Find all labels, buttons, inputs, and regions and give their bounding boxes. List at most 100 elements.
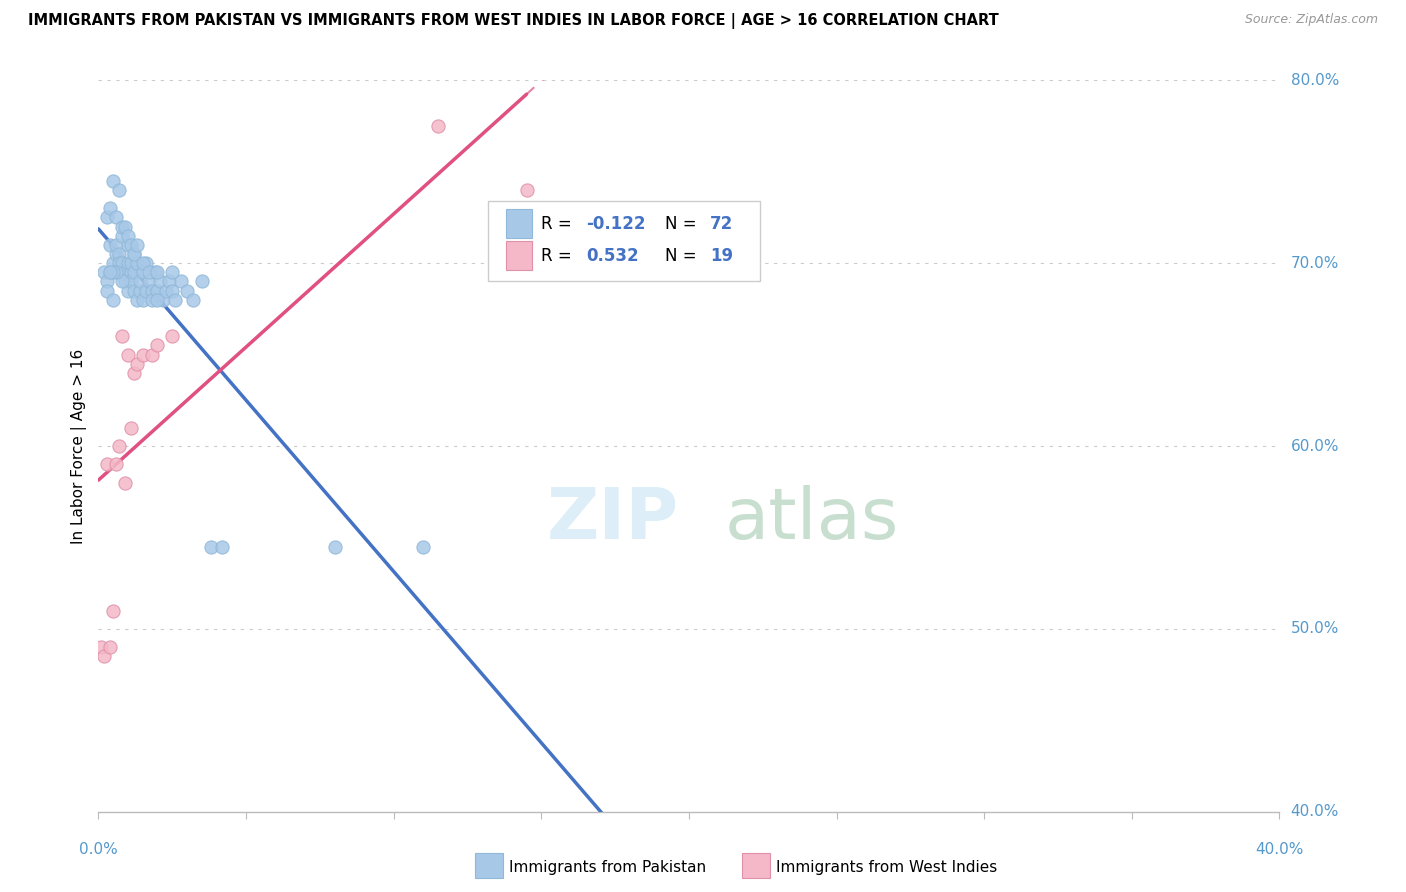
Point [120,265,142,279]
Point [141,293,163,307]
Point [122,247,145,261]
Text: N =: N = [665,247,702,265]
Point [103,256,125,270]
Point [93,649,115,664]
Point [108,183,131,197]
Point [125,238,148,252]
Point [98,238,121,252]
Text: atlas: atlas [724,484,898,554]
Point [114,219,136,234]
Point [165,293,187,307]
Point [103,293,125,307]
Point [111,228,134,243]
Text: Immigrants from Pakistan: Immigrants from Pakistan [509,860,706,874]
Point [146,265,169,279]
Point [211,540,233,554]
Point [157,275,180,289]
Point [128,275,150,289]
Text: 50.0%: 50.0% [1291,622,1339,636]
Point [117,228,139,243]
Point [108,265,131,279]
Point [125,357,148,371]
Text: -0.122: -0.122 [586,215,645,233]
Point [108,247,131,261]
Point [155,284,177,298]
Point [138,265,160,279]
Point [105,458,128,472]
Point [96,275,118,289]
Point [117,256,139,270]
Point [323,540,346,554]
Y-axis label: In Labor Force | Age > 16: In Labor Force | Age > 16 [72,349,87,543]
Point [515,183,537,197]
Point [146,284,169,298]
Point [98,265,121,279]
Point [152,293,174,307]
Point [108,256,131,270]
Point [120,256,142,270]
Point [191,275,214,289]
Point [122,247,145,261]
Point [117,348,139,362]
Point [98,202,121,216]
Text: 19: 19 [710,247,734,265]
Point [162,284,183,298]
Point [135,256,157,270]
Text: R =: R = [541,247,578,265]
Point [132,348,155,362]
Point [146,293,169,307]
Point [143,265,166,279]
Point [96,284,118,298]
FancyBboxPatch shape [506,209,531,238]
Point [96,211,118,225]
Point [105,265,128,279]
Text: 40.0%: 40.0% [1291,805,1339,819]
Text: 70.0%: 70.0% [1291,256,1339,270]
Point [103,603,125,617]
Point [120,238,142,252]
Point [135,284,157,298]
Point [132,293,155,307]
Point [105,211,128,225]
Point [176,284,198,298]
Point [427,119,450,133]
Text: Source: ZipAtlas.com: Source: ZipAtlas.com [1244,13,1378,27]
Point [170,275,193,289]
Point [105,238,128,252]
Point [114,265,136,279]
Point [122,265,145,279]
Point [125,293,148,307]
Point [117,284,139,298]
Point [125,256,148,270]
Point [149,275,172,289]
Point [412,540,434,554]
Point [132,256,155,270]
Point [98,265,121,279]
Point [93,265,115,279]
Point [122,284,145,298]
Point [120,421,142,435]
Point [146,338,169,352]
Point [122,366,145,380]
Point [141,348,163,362]
Point [111,275,134,289]
Point [120,275,142,289]
Point [181,293,204,307]
Point [162,265,183,279]
Point [111,329,134,343]
Point [105,247,128,261]
Point [162,329,183,343]
Point [141,284,163,298]
Point [103,174,125,188]
Text: ZIP: ZIP [547,484,679,554]
Point [200,540,222,554]
Text: 60.0%: 60.0% [1291,439,1339,453]
Text: 72: 72 [710,215,734,233]
Point [128,284,150,298]
FancyBboxPatch shape [488,201,759,282]
Point [96,458,118,472]
Point [111,219,134,234]
Text: N =: N = [665,215,702,233]
Point [103,265,125,279]
Text: Immigrants from West Indies: Immigrants from West Indies [776,860,997,874]
